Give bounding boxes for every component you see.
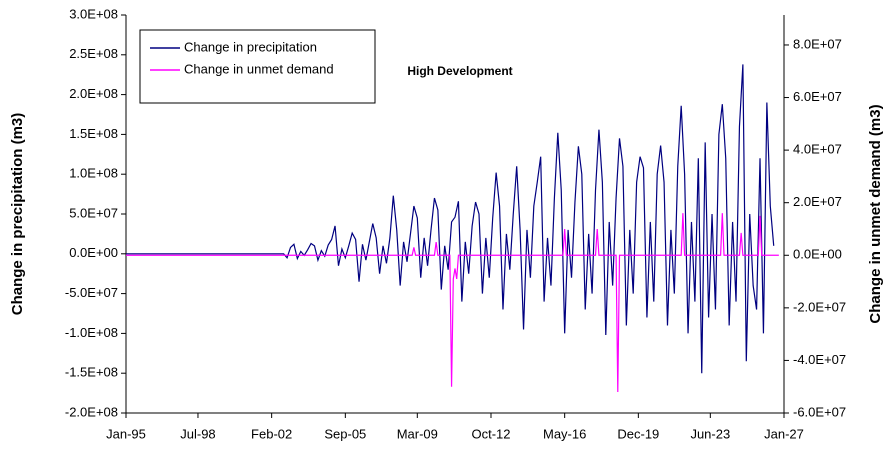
y2-tick-label: 4.0E+07 <box>793 142 842 157</box>
y-tick-label: -1.0E+08 <box>65 325 118 340</box>
legend-label: Change in unmet demand <box>184 61 334 76</box>
x-tick-label: Sep-05 <box>324 426 366 441</box>
annotation: High Development <box>407 64 512 78</box>
y-tick-label: -1.5E+08 <box>65 365 118 380</box>
x-tick-label: Dec-19 <box>617 426 659 441</box>
x-tick-label: Mar-09 <box>397 426 438 441</box>
x-tick-label: Jul-98 <box>180 426 215 441</box>
y-tick-label: 5.0E+07 <box>69 205 118 220</box>
y2-tick-label: 2.0E+07 <box>793 194 842 209</box>
y-tick-label: 0.0E+00 <box>69 245 118 260</box>
y-tick-label: 1.5E+08 <box>69 126 118 141</box>
y2-tick-label: 6.0E+07 <box>793 89 842 104</box>
y2-tick-label: -2.0E+07 <box>793 299 846 314</box>
data-line <box>126 213 779 392</box>
y-tick-label: -2.0E+08 <box>65 404 118 419</box>
legend-label: Change in precipitation <box>184 39 317 54</box>
y-axis-title: Change in precipitation (m3) <box>9 113 26 316</box>
y2-tick-label: -6.0E+07 <box>793 404 846 419</box>
y2-tick-label: -4.0E+07 <box>793 352 846 367</box>
y-tick-label: 1.0E+08 <box>69 166 118 181</box>
y-tick-label: 3.0E+08 <box>69 6 118 21</box>
x-tick-label: Jan-27 <box>764 426 804 441</box>
x-tick-label: Oct-12 <box>471 426 510 441</box>
y2-tick-label: 0.0E+00 <box>793 247 842 262</box>
y2-axis-title: Change in unmet demand (m3) <box>867 104 884 323</box>
x-tick-label: May-16 <box>543 426 586 441</box>
y-tick-label: -5.0E+07 <box>65 285 118 300</box>
x-tick-label: Jan-95 <box>106 426 146 441</box>
data-line <box>126 64 775 374</box>
y-tick-label: 2.5E+08 <box>69 46 118 61</box>
legend-box <box>139 29 376 104</box>
x-tick-label: Feb-02 <box>251 426 292 441</box>
y-tick-label: 2.0E+08 <box>69 86 118 101</box>
x-tick-label: Jun-23 <box>690 426 730 441</box>
y2-tick-label: 8.0E+07 <box>793 36 842 51</box>
